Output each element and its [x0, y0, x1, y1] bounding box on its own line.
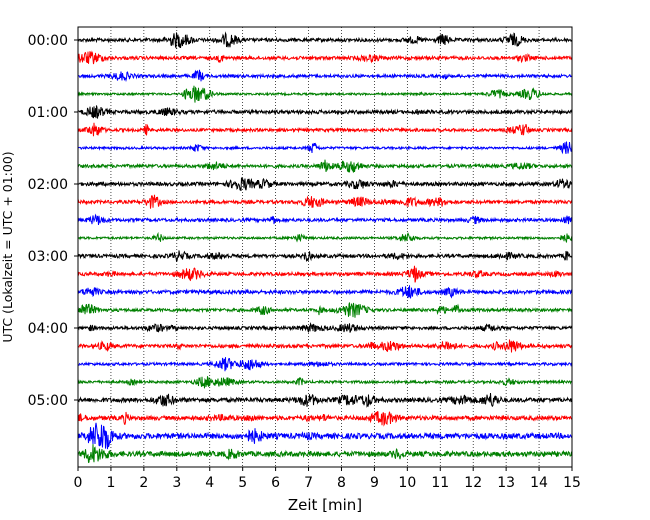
x-tick-label: 1 [106, 475, 115, 491]
x-tick-label: 7 [304, 475, 313, 491]
trace-line [77, 422, 573, 450]
trace-line [77, 31, 573, 50]
y-axis-ticks: 00:00 01:00 02:00 03:00 04:00 05:00 [28, 33, 78, 409]
trace-line [77, 69, 573, 83]
x-axis-label: Zeit [min] [288, 496, 362, 514]
trace-group [77, 31, 573, 464]
trace-line [77, 105, 573, 119]
trace-line [77, 376, 573, 389]
x-tick-label: 12 [464, 475, 482, 491]
x-tick-label: 3 [172, 475, 181, 491]
x-tick-label: 2 [139, 475, 148, 491]
x-tick-label: 9 [370, 475, 379, 491]
x-tick-label: 8 [337, 475, 346, 491]
plot-frame [77, 26, 573, 468]
trace-line [77, 213, 573, 226]
x-tick-label: 14 [530, 475, 548, 491]
trace-line [77, 177, 573, 192]
y-tick-label: 05:00 [28, 393, 68, 409]
y-tick-label: 02:00 [28, 177, 68, 193]
trace-line [77, 50, 573, 65]
trace-line [77, 250, 573, 262]
trace-line [77, 393, 573, 408]
trace-line [77, 194, 573, 209]
y-tick-label: 00:00 [28, 33, 68, 49]
vertical-gridlines [110, 27, 540, 467]
x-tick-label: 4 [205, 475, 214, 491]
trace-line [77, 302, 573, 318]
x-tick-label: 15 [563, 475, 581, 491]
x-tick-label: 11 [431, 475, 449, 491]
y-axis-label: UTC (Lokalzeit = UTC + 01:00) [0, 151, 15, 342]
x-tick-label: 13 [497, 475, 515, 491]
y-tick-label: 03:00 [28, 249, 68, 265]
trace-line [77, 357, 573, 372]
trace-line [77, 141, 573, 155]
x-axis-ticks: 0 1 2 3 4 5 6 7 8 9 10 11 12 13 14 15 [74, 467, 581, 491]
y-tick-label: 01:00 [28, 105, 68, 121]
trace-line [77, 231, 573, 243]
trace-line [77, 285, 573, 299]
y-tick-label: 04:00 [28, 321, 68, 337]
trace-line [77, 85, 573, 103]
trace-line [77, 265, 573, 283]
x-tick-label: 6 [271, 475, 280, 491]
trace-line [77, 321, 573, 334]
x-tick-label: 0 [74, 475, 83, 491]
trace-line [77, 411, 573, 427]
x-tick-label: 10 [398, 475, 416, 491]
trace-line [77, 159, 573, 173]
trace-line [77, 444, 573, 464]
trace-line [77, 122, 573, 137]
trace-line [77, 339, 573, 353]
x-tick-label: 5 [238, 475, 247, 491]
